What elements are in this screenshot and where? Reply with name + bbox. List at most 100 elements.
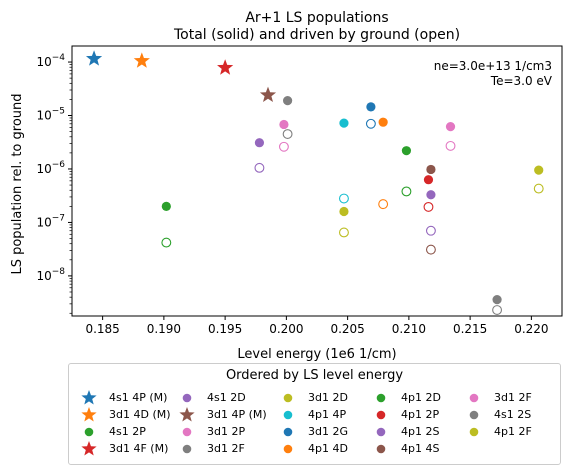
x-tick-label: 0.205 — [330, 322, 364, 336]
point-total — [426, 190, 436, 200]
legend-marker — [469, 393, 479, 403]
y-tick-label: 10−4 — [36, 53, 65, 69]
y-tick-label: 10−8 — [36, 267, 65, 283]
legend-marker — [84, 427, 94, 437]
legend-label: 3d1 2F — [494, 391, 532, 404]
legend-marker — [81, 390, 97, 405]
legend-marker — [283, 410, 293, 420]
plot-frame — [71, 45, 563, 317]
y-tick-base: 10 — [36, 162, 51, 176]
point-ground — [278, 141, 289, 152]
point-total-star — [259, 86, 277, 103]
point-total-star — [85, 50, 103, 66]
point-total-star — [133, 52, 150, 68]
point-total — [445, 122, 456, 132]
y-tick-label: 10−7 — [36, 213, 65, 229]
point-total — [423, 175, 434, 185]
legend-marker — [182, 393, 192, 403]
legend-label: 3d1 4F (M) — [109, 442, 169, 455]
point-total — [534, 165, 544, 175]
point-total — [401, 146, 412, 156]
x-tick-label: 0.185 — [85, 322, 119, 336]
point-ground — [378, 199, 389, 210]
legend-label: 3d1 2G — [308, 425, 348, 438]
y-tick-exponent: −8 — [52, 267, 66, 277]
x-tick-label: 0.215 — [453, 322, 487, 336]
y-tick-base: 10 — [36, 269, 51, 283]
point-ground — [445, 140, 456, 151]
legend-label: 4p1 2D — [401, 391, 441, 404]
legend-label: 3d1 4D (M) — [109, 408, 171, 421]
point-total — [426, 164, 436, 175]
legend-title: Ordered by LS level energy — [225, 368, 404, 383]
x-axis-label: Level energy (1e6 1/cm) — [237, 347, 396, 362]
legend-label: 4p1 4D — [308, 442, 348, 455]
point-ground — [339, 193, 349, 204]
legend-marker — [81, 441, 97, 456]
y-tick-exponent: −5 — [52, 107, 65, 117]
point-ground — [282, 129, 293, 139]
legend-marker — [283, 427, 293, 437]
annotation-ne: ne=3.0e+13 1/cm3 — [434, 59, 552, 73]
legend-label: 3d1 4P (M) — [207, 408, 267, 421]
x-tick-label: 0.210 — [392, 322, 426, 336]
x-axis-ticks: 0.185 0.190 0.195 0.200 0.205 0.210 0.215 0.220 — [85, 316, 549, 336]
x-tick-label: 0.190 — [147, 322, 181, 336]
legend-label: 4s1 2D — [207, 391, 246, 404]
legend-marker — [283, 393, 293, 403]
x-tick-label: 0.195 — [208, 322, 242, 336]
y-axis-ticks: 10−810−710−610−510−4 — [36, 53, 72, 314]
legend-marker — [179, 407, 195, 422]
legend-label: 4p1 2F — [494, 425, 532, 438]
y-tick-base: 10 — [36, 109, 51, 123]
point-total — [283, 96, 293, 106]
legend-marker — [376, 427, 386, 437]
data-markers — [85, 50, 544, 315]
legend-marker — [469, 410, 479, 420]
point-ground — [161, 237, 172, 248]
y-tick-exponent: −6 — [52, 160, 66, 170]
point-ground — [339, 227, 349, 238]
point-ground — [365, 118, 376, 129]
y-tick-exponent: −4 — [52, 53, 66, 63]
y-tick-base: 10 — [36, 55, 51, 69]
y-tick-label: 10−6 — [36, 160, 65, 176]
legend-label: 3d1 2F — [207, 442, 245, 455]
legend-label: 4p1 2S — [401, 425, 440, 438]
chart-title-line2: Total (solid) and driven by ground (open… — [173, 27, 460, 43]
point-total-star — [217, 59, 234, 75]
legend-label: 3d1 2D — [308, 391, 348, 404]
legend-marker — [376, 393, 386, 403]
legend-marker — [182, 427, 192, 437]
point-total — [161, 201, 171, 211]
point-ground — [423, 201, 434, 212]
point-total — [254, 138, 265, 148]
legend: Ordered by LS level energy 4s1 4P (M) 3d1… — [68, 363, 561, 465]
point-ground — [401, 186, 412, 197]
y-tick-exponent: −7 — [52, 213, 65, 223]
point-total — [339, 206, 349, 217]
y-tick-label: 10−5 — [36, 107, 65, 123]
legend-marker — [182, 444, 192, 454]
y-tick-base: 10 — [36, 215, 51, 229]
annotation-te: Te=3.0 eV — [490, 74, 553, 88]
point-ground — [425, 244, 436, 255]
legend-label: 4p1 2P — [401, 408, 440, 421]
legend-marker — [469, 427, 479, 437]
legend-label: 4p1 4P — [308, 408, 347, 421]
point-total — [279, 119, 289, 130]
x-tick-label: 0.200 — [269, 322, 303, 336]
legend-marker — [81, 407, 97, 422]
legend-marker — [283, 444, 293, 454]
legend-marker — [376, 410, 386, 420]
point-ground — [533, 183, 544, 194]
y-axis-label: LS population rel. to ground — [10, 93, 25, 274]
legend-label: 4p1 4S — [401, 442, 440, 455]
point-total — [378, 117, 388, 127]
point-ground — [254, 162, 265, 173]
x-tick-label: 0.220 — [514, 322, 548, 336]
legend-marker — [376, 444, 386, 454]
point-total — [366, 102, 376, 112]
point-ground — [492, 305, 503, 315]
